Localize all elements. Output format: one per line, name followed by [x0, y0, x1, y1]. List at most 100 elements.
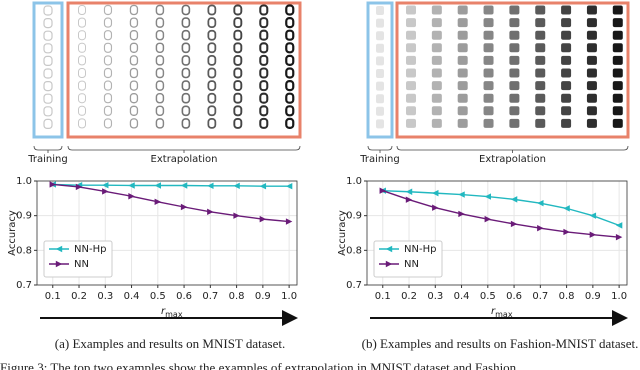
sample-image — [78, 55, 86, 66]
sample-image — [535, 118, 546, 128]
data-point — [233, 212, 240, 219]
sample-image — [155, 29, 165, 41]
sample-image — [483, 118, 494, 128]
training-box — [32, 1, 64, 139]
sample-image — [406, 43, 416, 53]
x-axis-label-sub: max — [165, 310, 183, 319]
x-axis-label-main: r — [161, 306, 166, 317]
sample-image — [509, 81, 520, 91]
sample-image — [406, 118, 416, 128]
sample-image — [181, 17, 191, 28]
sample-image — [259, 67, 269, 79]
x-tick-label: 0.3 — [427, 291, 443, 302]
sample-image — [233, 54, 243, 66]
series-line — [52, 183, 290, 223]
sample-image — [376, 119, 384, 129]
sample-image — [78, 17, 86, 28]
x-tick-label: 0.6 — [506, 291, 522, 302]
sample-image — [457, 5, 468, 15]
sample-image — [129, 4, 139, 16]
data-point — [259, 215, 267, 223]
sample-image — [259, 80, 269, 92]
sample-image — [612, 5, 623, 15]
x-tick-label: 0.6 — [176, 291, 192, 302]
sample-image — [612, 30, 623, 40]
sample-image — [431, 93, 442, 103]
sample-image — [103, 67, 113, 79]
sample-image — [431, 18, 442, 28]
data-point — [484, 193, 492, 200]
sample-image — [129, 80, 139, 91]
sample-image — [285, 67, 295, 79]
extrapolation-label: Extrapolation — [151, 154, 218, 165]
legend-marker — [385, 260, 393, 268]
sample-image — [207, 4, 217, 16]
sample-image — [457, 55, 468, 65]
sample-image — [129, 55, 139, 66]
x-tick-label: 0.9 — [585, 291, 601, 302]
sample-image — [406, 68, 416, 78]
sample-image — [586, 55, 597, 65]
sample-image — [431, 30, 442, 40]
sample-image — [586, 43, 597, 53]
sample-image — [43, 68, 53, 79]
x-axis-label: rmax — [491, 306, 513, 319]
sample-image — [431, 43, 442, 53]
data-point — [510, 196, 518, 203]
sample-image — [431, 68, 442, 78]
data-point — [589, 231, 597, 238]
data-point — [458, 191, 465, 198]
sample-image — [376, 43, 384, 53]
data-point — [432, 204, 439, 211]
caption: (b) Examples and results on Fashion-MNIS… — [362, 336, 639, 351]
sample-image — [406, 30, 416, 40]
sample-image — [561, 106, 572, 116]
sample-image — [129, 118, 139, 129]
sample-image — [376, 6, 384, 15]
sample-image — [457, 93, 468, 103]
sample-image — [181, 105, 191, 117]
sample-image — [103, 42, 113, 53]
legend-marker — [55, 245, 63, 253]
sample-image — [561, 55, 572, 65]
sample-image — [457, 81, 468, 91]
brace — [67, 145, 301, 153]
sample-image — [181, 67, 191, 79]
sample-image — [586, 30, 597, 40]
series-line — [382, 190, 620, 227]
sample-image — [43, 5, 53, 16]
sample-image — [155, 92, 165, 104]
x-tick-label: 1.0 — [611, 291, 627, 302]
sample-image — [376, 69, 384, 78]
sample-image — [207, 92, 217, 104]
sample-image — [129, 67, 139, 79]
sample-image — [561, 43, 572, 53]
sample-image — [78, 30, 86, 41]
sample-image — [431, 5, 442, 15]
figure-caption: Figure 3: The top two examples show the … — [0, 360, 517, 370]
sample-image — [285, 79, 295, 92]
sample-image — [43, 18, 53, 29]
sample-image — [561, 18, 572, 28]
sample-image — [78, 42, 86, 53]
sample-image — [233, 42, 243, 54]
y-tick-label: 0.9 — [346, 211, 362, 222]
sample-image — [181, 118, 191, 129]
x-tick-label: 1.0 — [281, 291, 297, 302]
sample-image — [535, 43, 546, 53]
sample-image — [586, 93, 597, 103]
sample-image — [535, 55, 546, 65]
sample-image — [483, 18, 494, 28]
sample-image — [78, 93, 86, 104]
sample-image — [207, 17, 217, 28]
extrapolation-box — [66, 1, 302, 139]
sample-image — [586, 118, 597, 128]
sample-image — [509, 106, 520, 116]
sample-image — [259, 105, 269, 117]
sample-image — [103, 30, 113, 41]
sample-image — [457, 43, 468, 53]
sample-image — [43, 55, 53, 67]
y-tick-label: 0.7 — [346, 280, 362, 291]
data-point — [563, 228, 570, 236]
